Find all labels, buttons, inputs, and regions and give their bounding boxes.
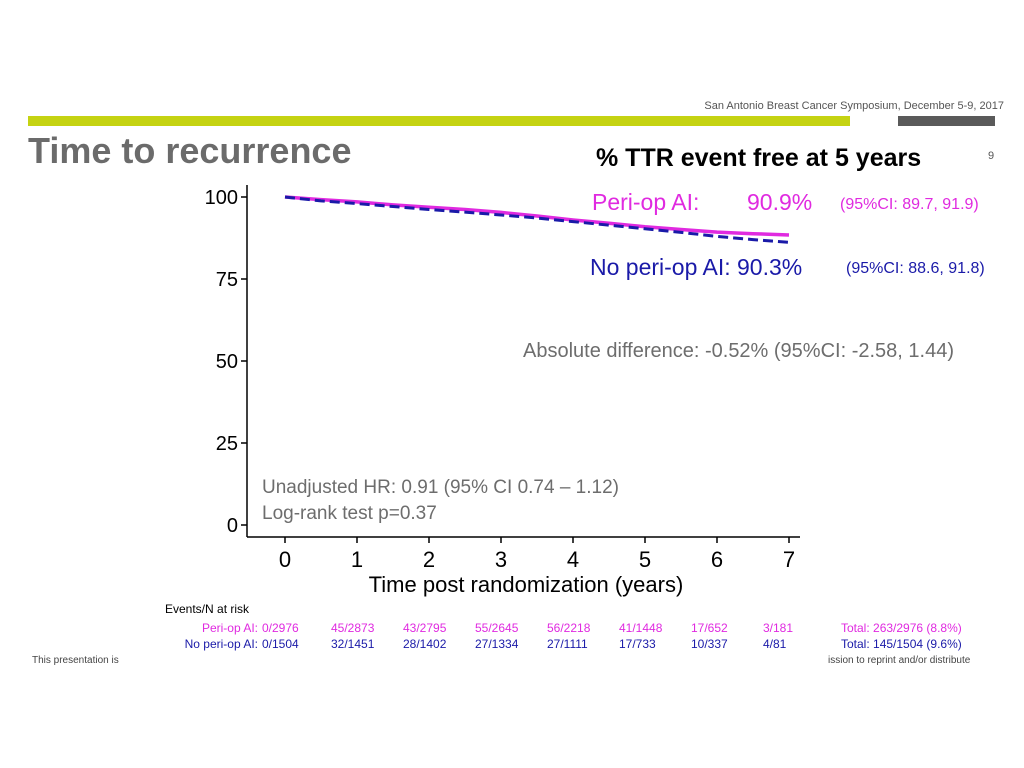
- x-tick-label: 6: [711, 547, 723, 572]
- risk-row-label: Peri-op AI:: [201, 621, 258, 635]
- risk-cell: 0/1504: [262, 637, 299, 651]
- x-tick-label: 3: [495, 547, 507, 572]
- risk-table-title: Events/N at risk: [165, 602, 250, 616]
- risk-cell: 45/2873: [331, 621, 375, 635]
- y-tick-label: 50: [216, 351, 238, 373]
- page-number: 9: [988, 150, 995, 162]
- risk-cell: 55/2645: [475, 621, 519, 635]
- periop-label: Peri-op AI:: [592, 189, 700, 215]
- x-axis-label: Time post randomization (years): [369, 572, 684, 597]
- footer-left-text: This presentation is: [32, 655, 119, 666]
- x-tick-label: 7: [783, 547, 795, 572]
- noperiop-summary: No peri-op AI: 90.3%: [590, 254, 803, 280]
- hr-annotation: Unadjusted HR: 0.91 (95% CI 0.74 – 1.12): [262, 477, 619, 498]
- risk-cell: 0/2976: [262, 621, 299, 635]
- periop-value: 90.9%: [747, 189, 813, 215]
- risk-cell: 17/733: [619, 637, 656, 651]
- x-tick-label: 4: [567, 547, 579, 572]
- risk-row-total: Total: 263/2976 (8.8%): [841, 621, 962, 635]
- risk-cell: 27/1334: [475, 637, 519, 651]
- risk-cell: 27/1111: [547, 637, 588, 651]
- absolute-difference: Absolute difference: -0.52% (95%CI: -2.5…: [523, 340, 954, 362]
- x-tick-label: 5: [639, 547, 651, 572]
- risk-cell: 3/181: [763, 621, 794, 635]
- risk-cell: 43/2795: [403, 621, 447, 635]
- series-line-periop: [284, 195, 790, 237]
- chart-axes: 0 25 50 75 100 0 1 2 3 4 5 6 7: [205, 185, 800, 572]
- risk-cell: 17/652: [691, 621, 728, 635]
- series-line-noperiop: [284, 195, 790, 244]
- accent-bar-gray: [898, 116, 995, 126]
- accent-bar-green: [28, 116, 850, 126]
- summary-heading: % TTR event free at 5 years: [596, 144, 922, 172]
- periop-summary: Peri-op AI: 90.9%: [592, 189, 812, 216]
- conference-header: San Antonio Breast Cancer Symposium, Dec…: [704, 100, 1004, 112]
- risk-cell: 28/1402: [403, 637, 447, 651]
- footer-right-text: ission to reprint and/or distribute: [828, 655, 971, 666]
- risk-row-label: No peri-op AI:: [184, 637, 258, 651]
- chart-panel: [138, 170, 828, 668]
- y-tick-label: 0: [227, 515, 238, 537]
- risk-cell: 4/81: [763, 637, 787, 651]
- x-tick-label: 1: [351, 547, 363, 572]
- periop-ci: (95%CI: 89.7, 91.9): [840, 196, 979, 213]
- risk-cell: 32/1451: [331, 637, 375, 651]
- chart-series: [284, 195, 790, 244]
- risk-cell: 10/337: [691, 637, 728, 651]
- x-tick-label: 2: [423, 547, 435, 572]
- risk-cell: 56/2218: [547, 621, 591, 635]
- logrank-annotation: Log-rank test p=0.37: [262, 503, 437, 524]
- y-tick-label: 100: [205, 187, 238, 209]
- page-title: Time to recurrence: [28, 130, 352, 171]
- risk-cell: 41/1448: [619, 621, 663, 635]
- y-tick-label: 25: [216, 433, 238, 455]
- y-tick-label: 75: [216, 269, 238, 291]
- x-tick-label: 0: [279, 547, 291, 572]
- risk-row-total: Total: 145/1504 (9.6%): [841, 637, 962, 651]
- noperiop-ci: (95%CI: 88.6, 91.8): [846, 260, 985, 277]
